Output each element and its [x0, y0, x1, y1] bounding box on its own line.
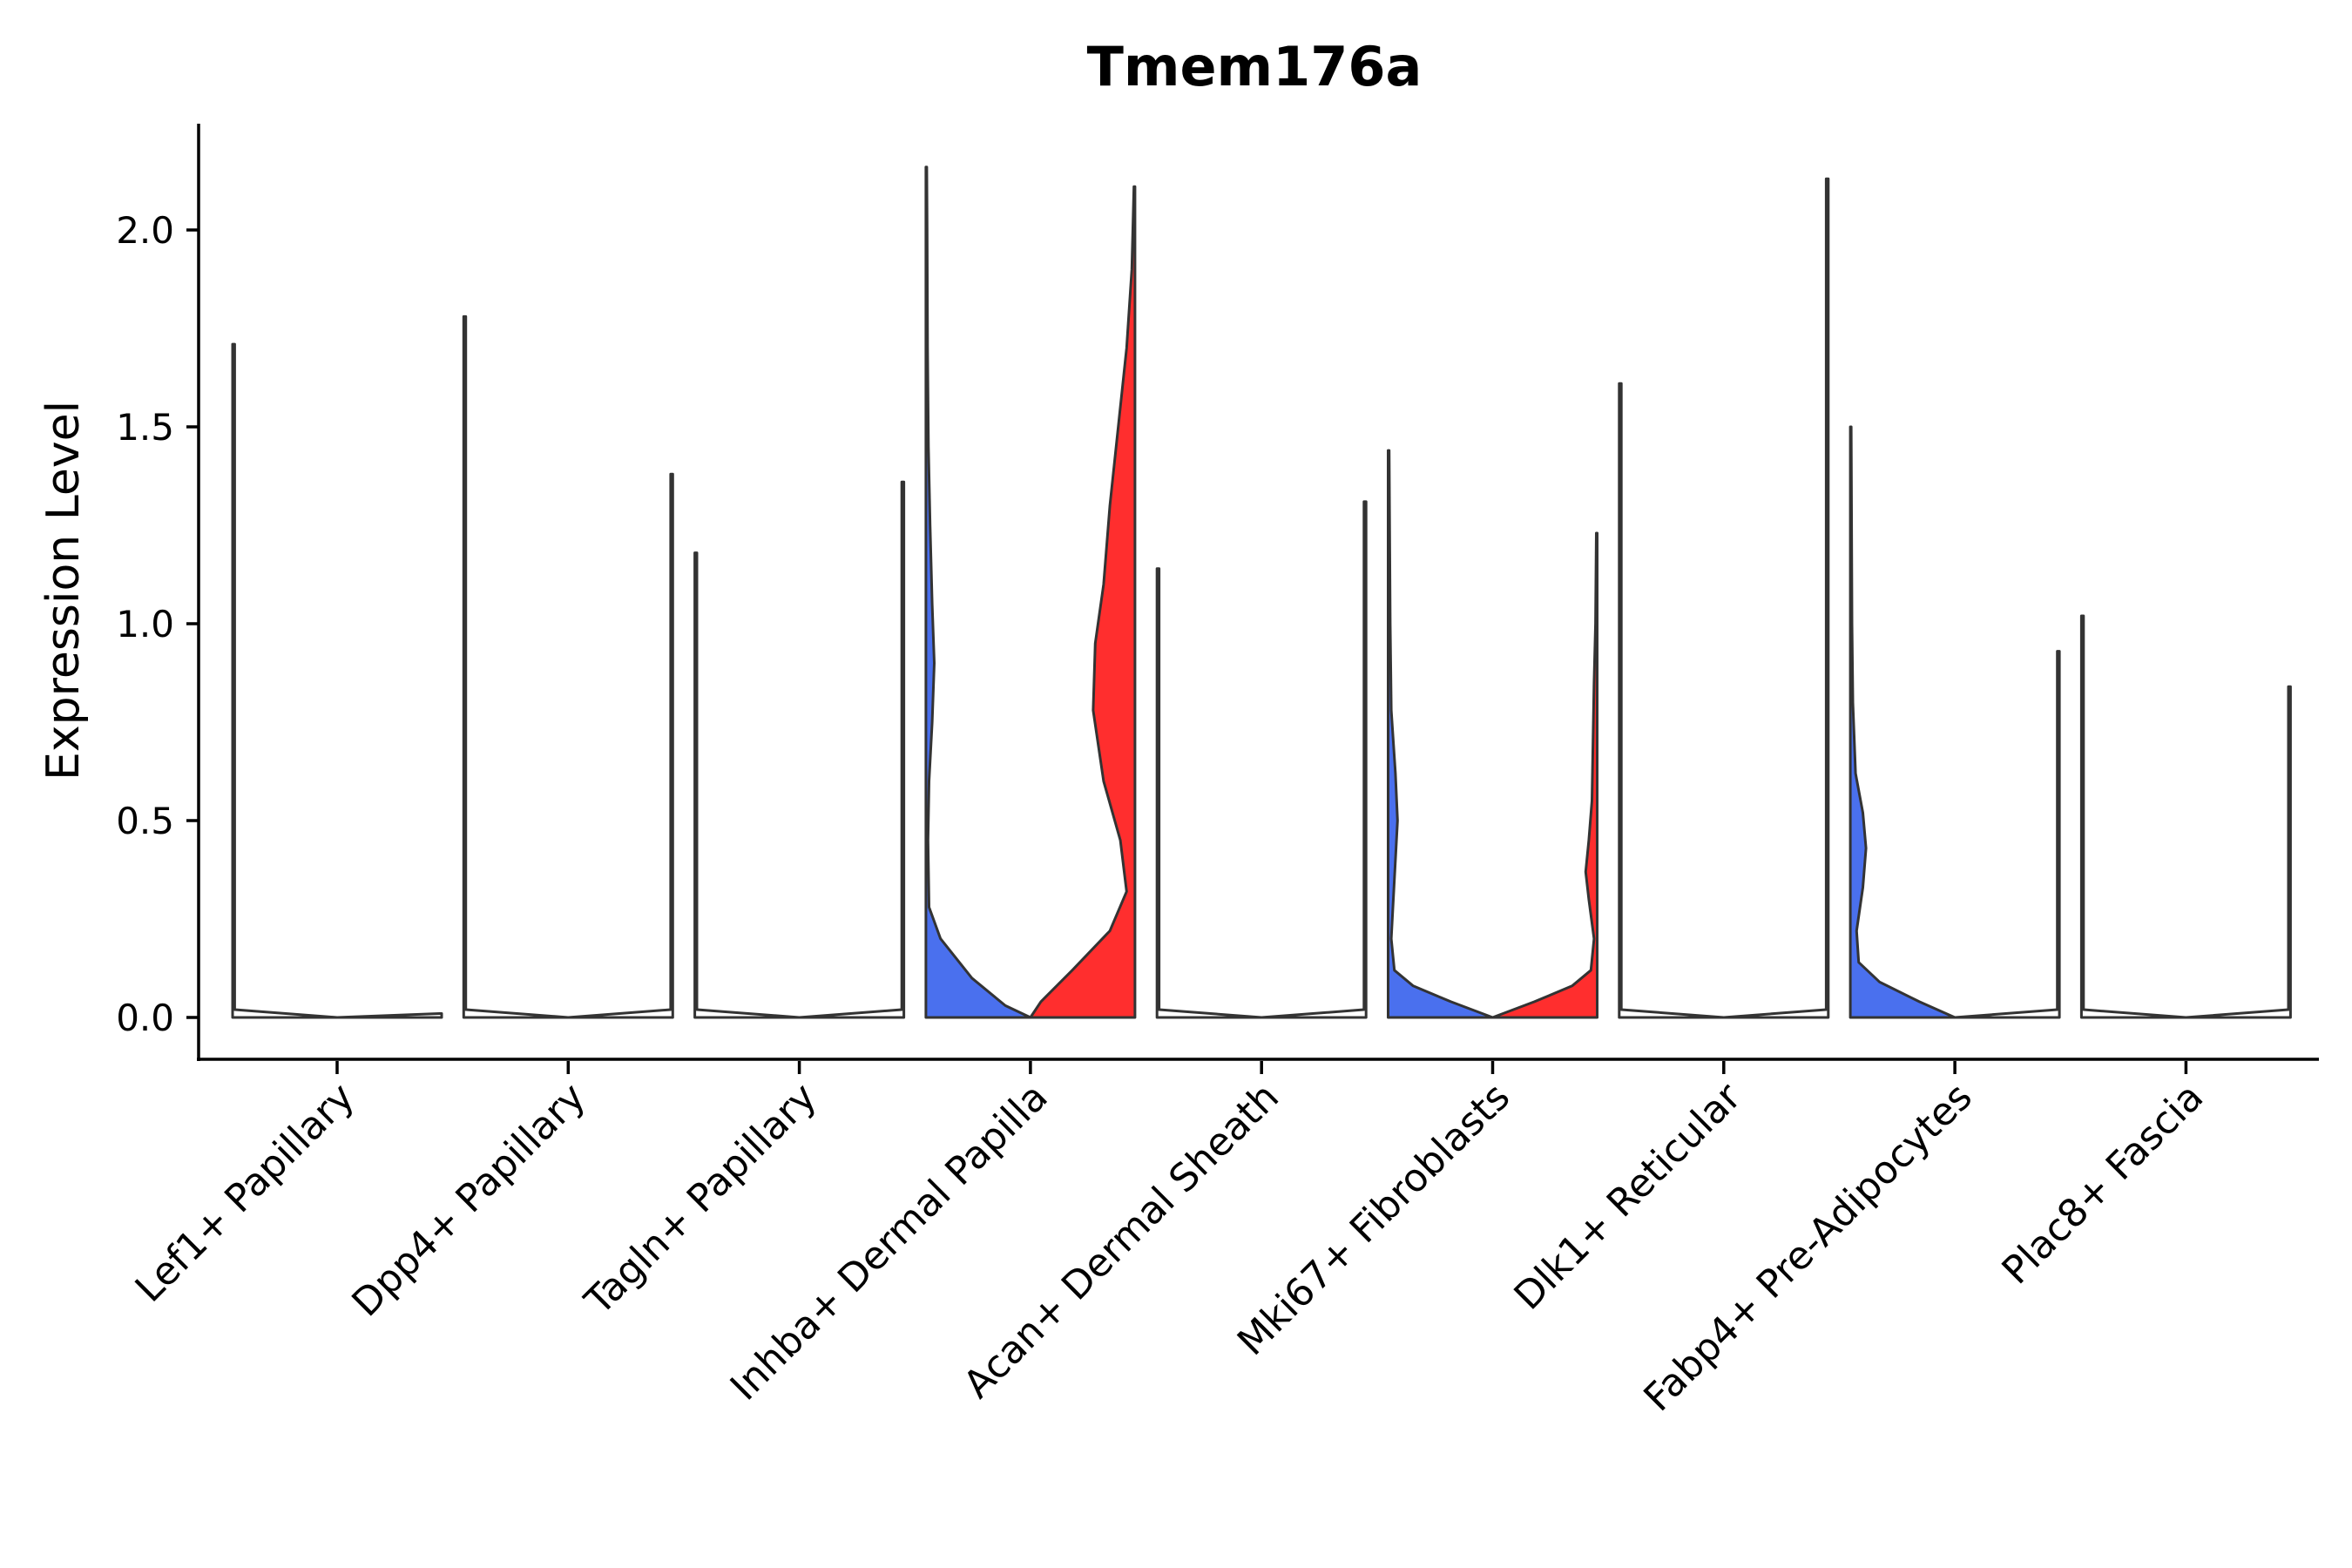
x-tick-label-dpp4-papillary: Dpp4+ Papillary — [343, 1075, 594, 1326]
x-tick-label-plac8-fascia: Plac8+ Fascia — [1994, 1075, 2213, 1294]
violin-dpp4-papillary-left — [462, 314, 570, 1019]
y-ticks: 0.0 0.5 1.0 1.5 2.0 — [116, 209, 199, 1039]
violin-acan-dermal-sheath-right — [1260, 500, 1368, 1019]
violin-tagln-papillary-left — [693, 551, 801, 1019]
violin-inhba-dermal-papilla-left — [924, 166, 1032, 1019]
violin-inhba-dermal-papilla-right — [1029, 185, 1137, 1019]
y-tick-label: 2.0 — [116, 209, 174, 252]
violin-dpp4-papillary-right — [566, 472, 674, 1019]
y-tick-label: 0.0 — [116, 997, 174, 1039]
x-tick-label-lef1-papillary: Lef1+ Papillary — [127, 1075, 363, 1311]
violin-fabp4-pre-adipocytes-left — [1848, 425, 1957, 1019]
violin-lef1-papillary-left — [231, 342, 339, 1019]
y-tick-label: 0.5 — [116, 800, 174, 842]
y-tick-label: 1.5 — [116, 406, 174, 449]
y-tick-label: 1.0 — [116, 603, 174, 645]
violin-acan-dermal-sheath-left — [1155, 567, 1263, 1019]
y-axis-label: Expression Level — [37, 401, 90, 781]
x-tick-label-dlk1-reticular: Dlk1+ Reticular — [1506, 1074, 1751, 1319]
violin-mki67-fibroblasts-right — [1491, 531, 1598, 1019]
chart-title: Tmem176a — [1087, 35, 1423, 98]
violin-plac8-fascia-right — [2184, 685, 2292, 1019]
axes-layer — [197, 124, 2319, 1061]
violin-lef1-papillary-right — [335, 1012, 443, 1019]
violin-fabp4-pre-adipocytes-right — [1953, 650, 2061, 1019]
violin-mki67-fibroblasts-left — [1387, 449, 1494, 1019]
violin-dlk1-reticular-left — [1618, 382, 1726, 1019]
violin-tagln-papillary-right — [798, 480, 906, 1019]
x-tick-label-tagln-papillary: Tagln+ Papillary — [576, 1075, 825, 1324]
violin-plac8-fascia-left — [2079, 614, 2187, 1019]
violin-dlk1-reticular-right — [1722, 177, 1830, 1019]
violins-layer — [231, 166, 2292, 1019]
